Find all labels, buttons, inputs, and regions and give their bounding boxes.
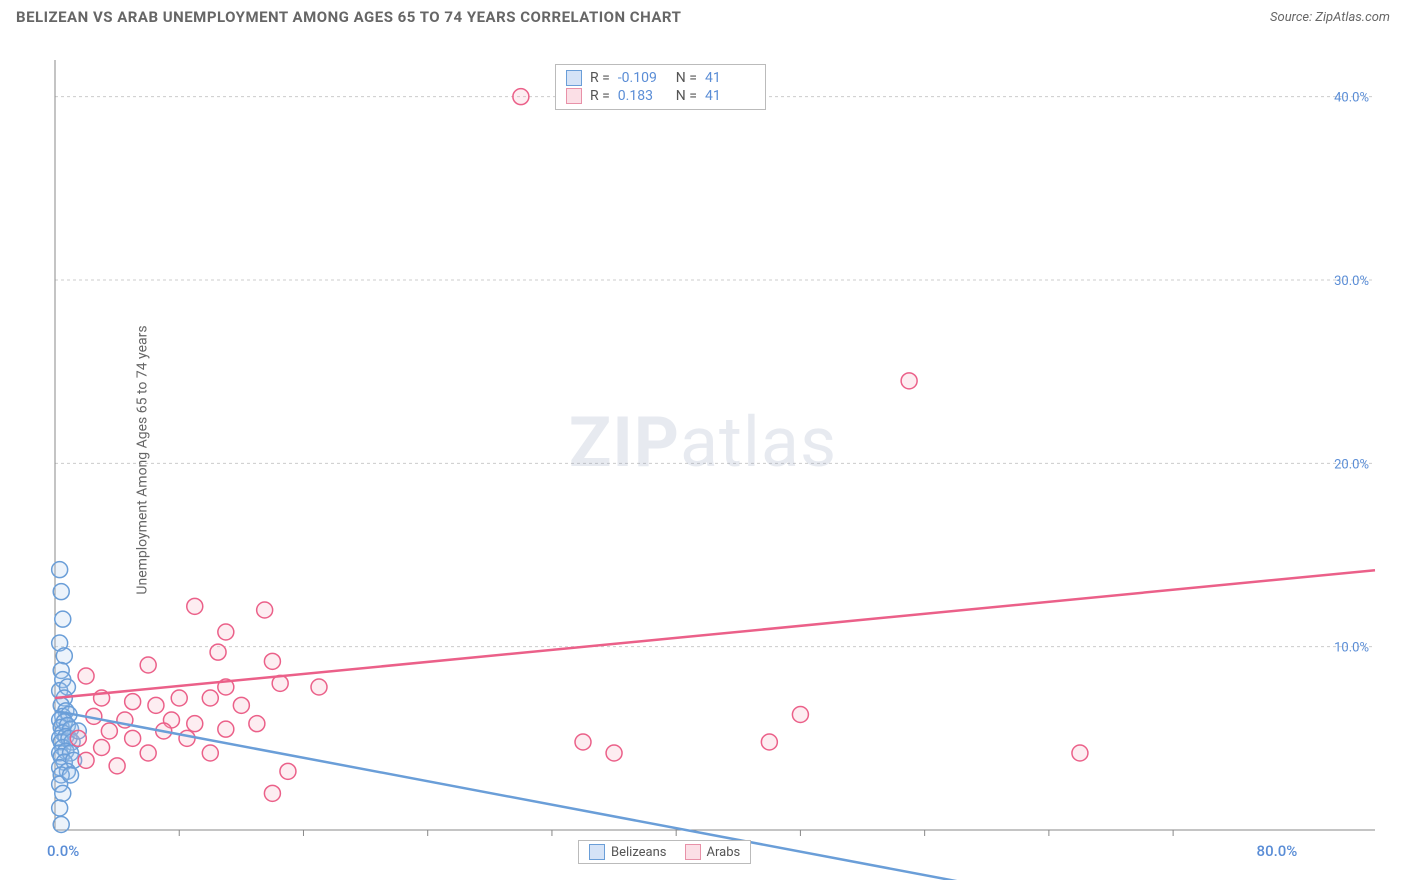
chart-header: BELIZEAN VS ARAB UNEMPLOYMENT AMONG AGES… [0,0,1406,30]
data-point [187,598,203,614]
data-point [56,648,72,664]
chart-title: BELIZEAN VS ARAB UNEMPLOYMENT AMONG AGES… [16,8,681,26]
data-point [792,707,808,723]
data-point [218,721,234,737]
stats-row: R = -0.109 N = 41 [566,69,755,87]
data-point [125,730,141,746]
data-point [575,734,591,750]
series-swatch-icon [566,70,582,86]
scatter-plot: 10.0% 20.0% 30.0% 40.0% 0.0% 80.0% [0,40,1395,880]
data-point [606,745,622,761]
chart-area: Unemployment Among Ages 65 to 74 years 1… [0,40,1406,880]
data-point [70,730,86,746]
stat-n-label: N = [676,88,697,104]
data-point [94,740,110,756]
source-label: Source: ZipAtlas.com [1270,10,1390,25]
data-point [264,785,280,801]
svg-text:30.0%: 30.0% [1334,274,1369,289]
data-point [53,817,69,833]
data-point [109,758,125,774]
data-point [63,767,79,783]
data-point [52,800,68,816]
legend-label: Belizeans [611,845,667,860]
stat-n-label: N = [676,70,697,86]
legend-swatch-icon [589,844,605,860]
data-point [55,785,71,801]
data-point [761,734,777,750]
data-point [140,657,156,673]
svg-text:80.0%: 80.0% [1257,842,1298,860]
data-point [202,745,218,761]
stat-n-value: 41 [705,88,755,104]
data-point [78,668,94,684]
data-point [148,697,164,713]
legend-item: Belizeans [589,844,667,860]
stat-r-value: 0.183 [618,88,668,104]
stat-r-value: -0.109 [618,70,668,86]
stat-r-label: R = [590,70,610,86]
data-point [257,602,273,618]
data-point [78,752,94,768]
y-axis-label: Unemployment Among Ages 65 to 74 years [135,325,151,594]
data-point [901,373,917,389]
svg-text:0.0%: 0.0% [47,842,79,860]
data-point [101,723,117,739]
data-point [140,745,156,761]
data-point [125,694,141,710]
data-point [249,716,265,732]
data-point [233,697,249,713]
series-swatch-icon [566,88,582,104]
series-legend: Belizeans Arabs [578,840,751,864]
legend-item: Arabs [685,844,741,860]
stat-r-label: R = [590,88,610,104]
data-point [52,562,68,578]
data-point [280,763,296,779]
legend-label: Arabs [707,845,741,860]
data-point [202,690,218,706]
data-point [53,584,69,600]
data-point [218,624,234,640]
data-point [1072,745,1088,761]
data-point [311,679,327,695]
data-point [171,690,187,706]
stat-n-value: 41 [705,70,755,86]
svg-text:40.0%: 40.0% [1334,91,1369,106]
data-point [187,716,203,732]
stats-row: R = 0.183 N = 41 [566,87,755,105]
correlation-stats-box: R = -0.109 N = 41 R = 0.183 N = 41 [555,64,766,110]
legend-swatch-icon [685,844,701,860]
svg-text:10.0%: 10.0% [1334,641,1369,656]
data-point [55,611,71,627]
data-point [210,644,226,660]
svg-text:20.0%: 20.0% [1334,457,1369,472]
data-point [264,653,280,669]
data-point [179,730,195,746]
data-point [513,89,529,105]
